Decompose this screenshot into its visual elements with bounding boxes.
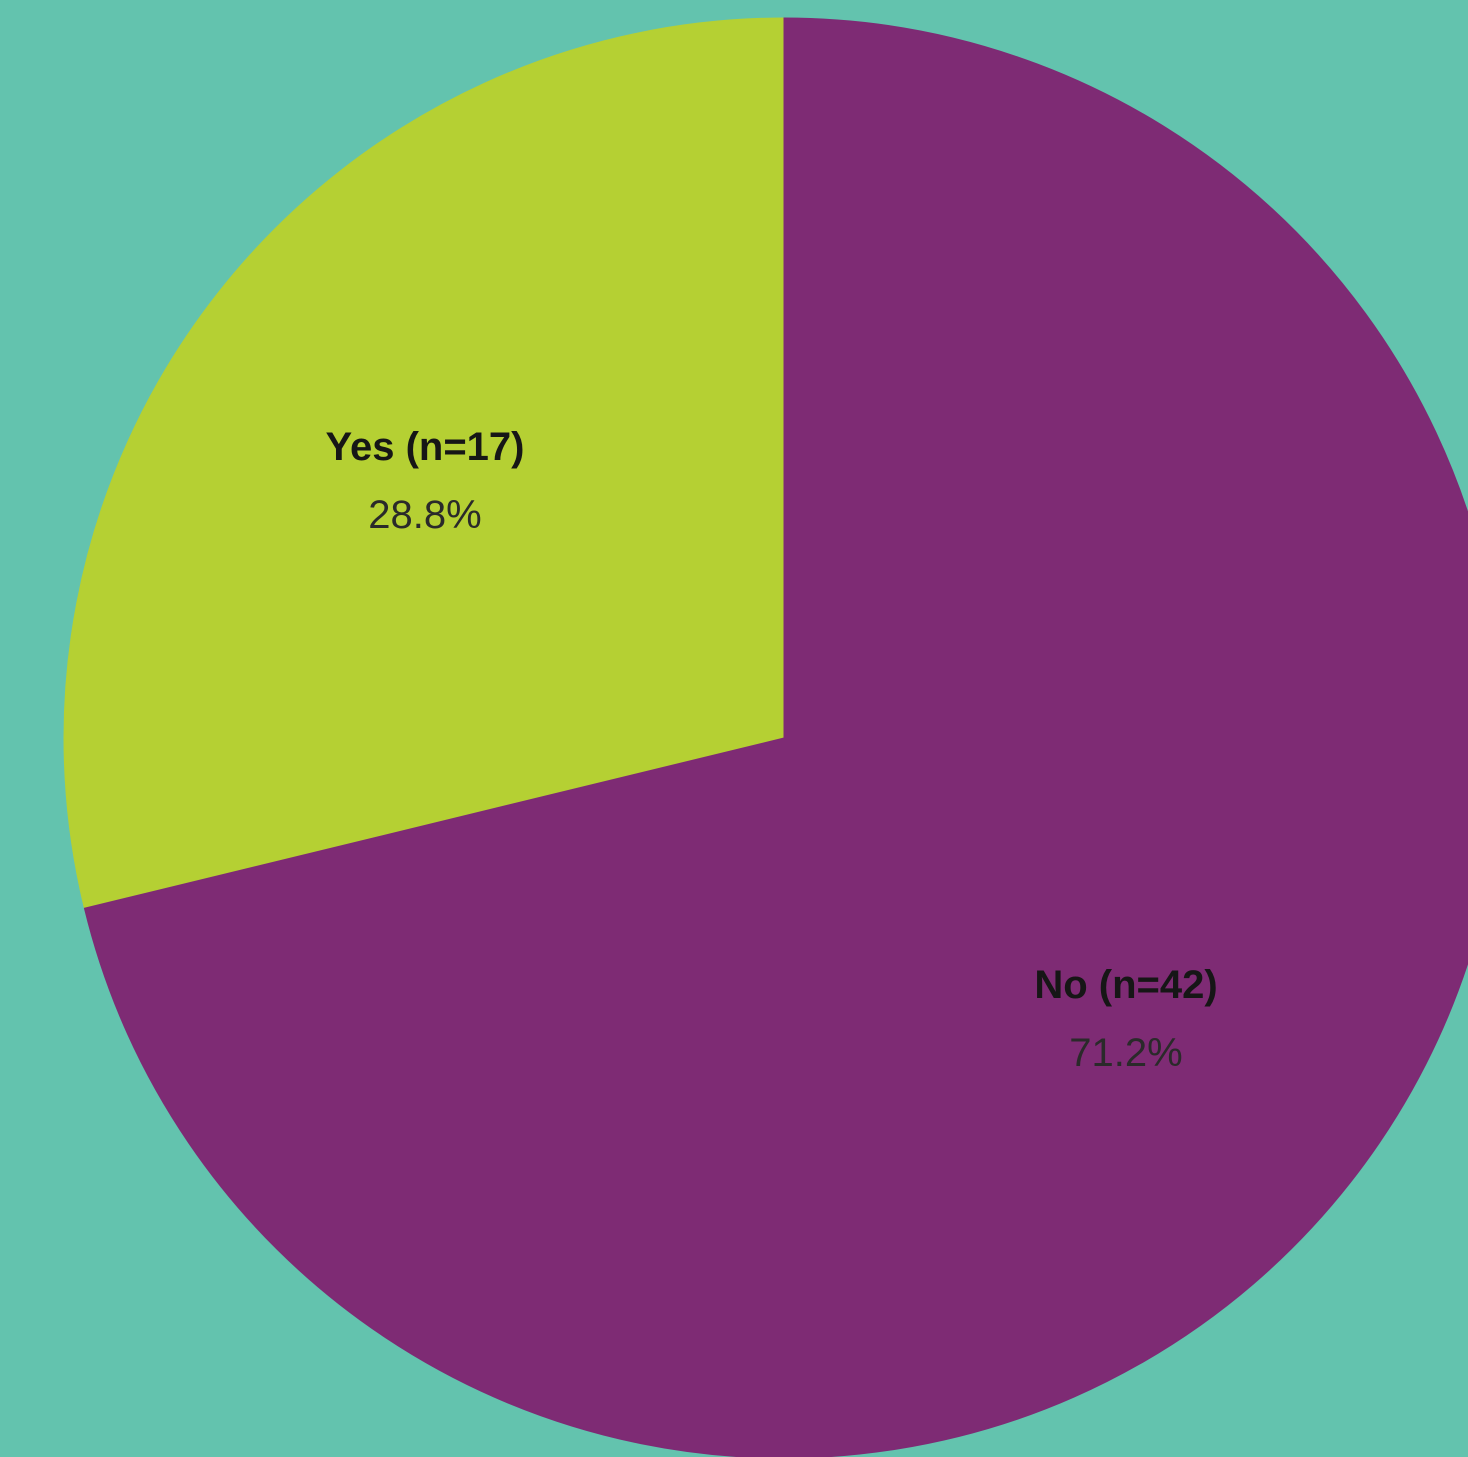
slice-percent-yes: 28.8% bbox=[368, 493, 481, 537]
slice-percent-no: 71.2% bbox=[1069, 1031, 1182, 1075]
pie-slice-yes bbox=[63, 17, 785, 909]
slice-label-yes: Yes (n=17) bbox=[325, 425, 524, 469]
slice-label-no: No (n=42) bbox=[1034, 963, 1217, 1007]
pie-slices bbox=[63, 17, 1468, 1457]
pie-labels: Yes (n=17) 28.8% No (n=42) 71.2% bbox=[325, 425, 1217, 1075]
pie-slice-no bbox=[83, 17, 1468, 1457]
